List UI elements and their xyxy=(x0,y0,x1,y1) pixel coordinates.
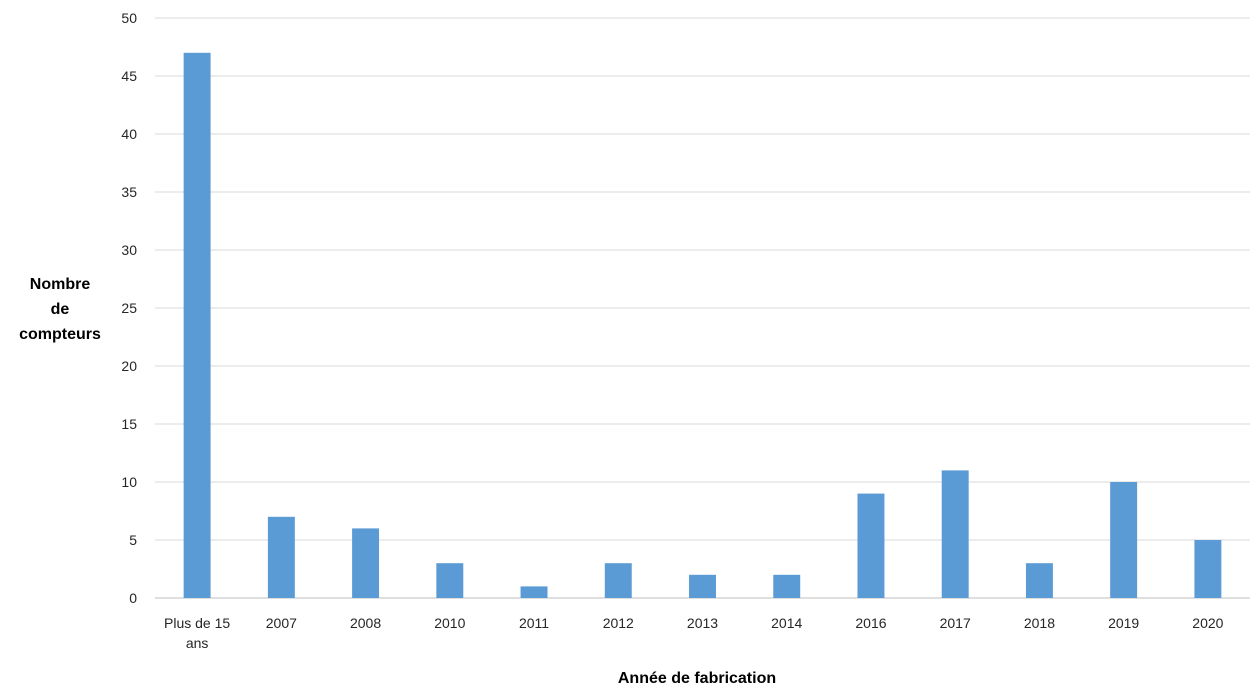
y-tick-label: 35 xyxy=(121,184,137,200)
bar xyxy=(941,470,969,598)
y-tick-label: 10 xyxy=(121,474,137,490)
bar xyxy=(857,493,885,598)
x-tick-label: 2019 xyxy=(1108,615,1139,631)
y-tick-label: 20 xyxy=(121,358,137,374)
y-axis-ticks: 0 5 10 15 20 25 30 35 40 45 50 xyxy=(121,10,137,606)
bars xyxy=(183,52,1222,599)
y-tick-label: 30 xyxy=(121,242,137,258)
x-tick-label: 2016 xyxy=(855,615,886,631)
y-axis-title-line: compteurs xyxy=(19,326,101,343)
bar xyxy=(183,52,211,599)
y-axis-title: Nombre de compteurs xyxy=(19,276,101,343)
y-tick-label: 45 xyxy=(121,68,137,84)
bar xyxy=(520,586,548,598)
gridlines xyxy=(155,17,1250,599)
bar xyxy=(436,563,464,598)
bar xyxy=(352,528,380,598)
y-tick-label: 5 xyxy=(129,532,137,548)
bar xyxy=(1194,540,1222,598)
bar xyxy=(1110,482,1138,598)
y-tick-label: 25 xyxy=(121,300,137,316)
x-tick-label: 2007 xyxy=(266,615,297,631)
x-tick-label: Plus de 15 ans xyxy=(164,615,230,651)
y-tick-label: 40 xyxy=(121,126,137,142)
x-tick-label: 2017 xyxy=(940,615,971,631)
x-tick-label: 2013 xyxy=(687,615,718,631)
y-tick-label: 0 xyxy=(129,590,137,606)
bar xyxy=(267,516,295,598)
x-tick-label: 2018 xyxy=(1024,615,1055,631)
x-axis-ticks: Plus de 15 ans 2007 2008 2010 2011 2012 2013 201… xyxy=(164,615,1224,651)
x-axis-title: Année de fabrication xyxy=(618,670,776,687)
x-tick-label: 2011 xyxy=(519,615,549,631)
x-tick-label: 2020 xyxy=(1192,615,1223,631)
x-tick-label: 2010 xyxy=(434,615,465,631)
x-tick-label: 2014 xyxy=(771,615,802,631)
bar xyxy=(773,574,801,598)
bar xyxy=(604,563,632,598)
bar xyxy=(1025,563,1053,598)
bar xyxy=(689,574,716,598)
x-tick-label: 2008 xyxy=(350,615,381,631)
y-axis-title-line: Nombre xyxy=(30,276,91,293)
y-tick-label: 15 xyxy=(121,416,137,432)
y-tick-label: 50 xyxy=(121,10,137,26)
x-tick-label: 2012 xyxy=(603,615,634,631)
y-axis-title-line: de xyxy=(51,301,70,318)
